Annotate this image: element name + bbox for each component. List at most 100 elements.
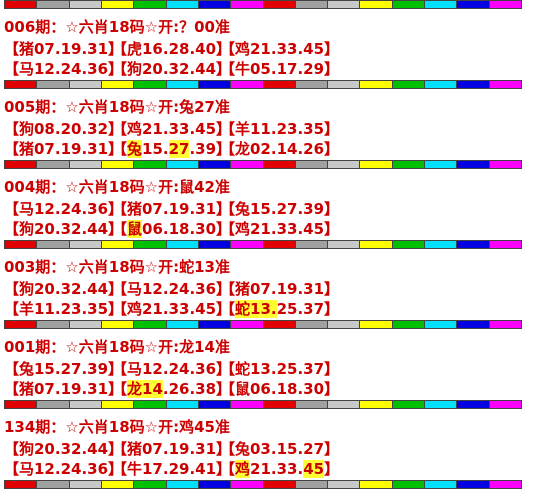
stripe-segment xyxy=(198,481,232,488)
stripe-segment xyxy=(328,241,361,248)
zodiac-group: 【蛇13.25.37】 xyxy=(220,299,339,319)
group-text: 【猪07.19.31】 xyxy=(4,380,124,398)
winning-highlight: 鸡 xyxy=(235,460,251,478)
group-text: 25.37】 xyxy=(276,300,340,318)
stripe-segment xyxy=(198,161,232,168)
group-text: 【鸡21.33.45】 xyxy=(112,120,232,138)
stripe-segment xyxy=(457,161,490,168)
zodiac-group: 【马12.24.36】 xyxy=(4,459,123,479)
stripe-segment xyxy=(5,1,38,8)
winning-highlight: 龙14 xyxy=(127,380,163,398)
zodiac-row: 【兔15.27.39】 【马12.24.36】 【蛇13.25.37】 xyxy=(4,359,339,379)
stripe-segment xyxy=(134,481,167,488)
issue-record: 003期：☆六肖18码☆开:蛇13准 【狗20.32.44】 【马12.24.36】… xyxy=(4,249,522,320)
color-stripe-divider xyxy=(4,80,522,89)
stripe-segment xyxy=(231,161,264,168)
stripe-segment xyxy=(231,1,264,8)
stripe-segment xyxy=(457,321,490,328)
stripe-segment xyxy=(489,81,521,88)
stripe-segment xyxy=(198,401,232,408)
stripe-segment xyxy=(166,321,199,328)
group-text: .26.38】 xyxy=(162,380,232,398)
stripe-segment xyxy=(263,161,296,168)
issue-title: 005期：☆六肖18码☆开:兔27准 xyxy=(4,98,230,116)
stripe-segment xyxy=(101,161,135,168)
stripe-segment xyxy=(425,161,458,168)
stripe-segment xyxy=(37,161,70,168)
zodiac-row: 【猪07.19.31】 【兔15.27.39】 【龙02.14.26】 xyxy=(4,139,339,159)
group-text: 15. xyxy=(142,140,169,158)
group-text: 【鼠06.18.30】 xyxy=(220,380,340,398)
winning-highlight: 45 xyxy=(303,460,325,478)
stripe-segment xyxy=(69,241,102,248)
issue-title: 001期：☆六肖18码☆开:龙14准 xyxy=(4,338,230,356)
group-text: 【狗20.32.44】 xyxy=(4,440,124,458)
group-text: 【马12.24.36】 xyxy=(112,280,232,298)
stripe-segment xyxy=(295,321,329,328)
stripe-segment xyxy=(295,1,329,8)
zodiac-group: 【羊11.23.35】 xyxy=(220,119,339,139)
zodiac-group: 【猪07.19.31】 xyxy=(112,199,231,219)
zodiac-group: 【羊11.23.35】 xyxy=(4,299,123,319)
stripe-segment xyxy=(295,161,329,168)
stripe-segment xyxy=(231,481,264,488)
stripe-segment xyxy=(101,481,135,488)
zodiac-row: 【狗20.32.44】 【马12.24.36】 【猪07.19.31】 xyxy=(4,279,339,299)
stripe-segment xyxy=(328,481,361,488)
winning-highlight: 蛇13. xyxy=(235,300,277,318)
stripe-segment xyxy=(392,161,426,168)
zodiac-row: 【猪07.19.31】 【龙14.26.38】 【鼠06.18.30】 xyxy=(4,379,339,399)
stripe-segment xyxy=(198,321,232,328)
stripe-segment xyxy=(295,481,329,488)
color-stripe-divider xyxy=(4,240,522,249)
issue-record: 134期：☆六肖18码☆开:鸡45准 【狗20.32.44】 【猪07.19.31】… xyxy=(4,409,522,480)
stripe-segment xyxy=(328,161,361,168)
stripe-segment xyxy=(425,401,458,408)
stripe-segment xyxy=(360,481,393,488)
group-text: 【狗20.32.44】 xyxy=(4,220,124,238)
prediction-board: 006期：☆六肖18码☆开:？00准 【猪07.19.31】 【虎16.28.40】… xyxy=(4,0,522,489)
stripe-segment xyxy=(37,481,70,488)
stripe-segment xyxy=(231,321,264,328)
stripe-segment xyxy=(295,401,329,408)
group-text: 【羊11.23.35】 xyxy=(4,300,124,318)
zodiac-group: 【鸡21.33.45】 xyxy=(112,299,231,319)
stripe-segment xyxy=(489,1,521,8)
stripe-segment xyxy=(69,81,102,88)
stripe-segment xyxy=(457,241,490,248)
stripe-segment xyxy=(5,401,38,408)
zodiac-row: 【狗08.20.32】 【鸡21.33.45】 【羊11.23.35】 xyxy=(4,119,339,139)
stripe-segment xyxy=(69,401,102,408)
stripe-segment xyxy=(134,1,167,8)
stripe-segment xyxy=(328,401,361,408)
stripe-segment xyxy=(489,321,521,328)
zodiac-row: 【狗20.32.44】 【猪07.19.31】 【兔03.15.27】 xyxy=(4,439,339,459)
issue-title: 004期：☆六肖18码☆开:鼠42准 xyxy=(4,178,230,196)
zodiac-row: 【狗20.32.44】 【鼠06.18.30】 【鸡21.33.45】 xyxy=(4,219,339,239)
stripe-segment xyxy=(69,321,102,328)
group-text: 【鸡21.33.45】 xyxy=(112,300,232,318)
stripe-segment xyxy=(328,81,361,88)
zodiac-group: 【马12.24.36】 xyxy=(112,359,231,379)
issue-record: 004期：☆六肖18码☆开:鼠42准 【马12.24.36】 【猪07.19.31】… xyxy=(4,169,522,240)
stripe-segment xyxy=(37,1,70,8)
stripe-segment xyxy=(101,241,135,248)
zodiac-group: 【猪07.19.31】 xyxy=(112,439,231,459)
stripe-segment xyxy=(231,241,264,248)
stripe-segment xyxy=(425,81,458,88)
zodiac-group: 【猪07.19.31】 xyxy=(4,39,123,59)
group-text: 【猪07.19.31】 xyxy=(112,440,232,458)
stripe-segment xyxy=(457,1,490,8)
stripe-segment xyxy=(360,161,393,168)
stripe-segment xyxy=(231,401,264,408)
group-text: 【蛇13.25.37】 xyxy=(220,360,340,378)
group-text: 【兔15.27.39】 xyxy=(4,360,124,378)
zodiac-group: 【狗20.32.44】 xyxy=(4,439,123,459)
stripe-segment xyxy=(101,81,135,88)
zodiac-group: 【兔03.15.27】 xyxy=(220,439,339,459)
stripe-segment xyxy=(134,321,167,328)
issue-title: 006期：☆六肖18码☆开:？00准 xyxy=(4,18,230,36)
issue-record: 006期：☆六肖18码☆开:？00准 【猪07.19.31】 【虎16.28.40】… xyxy=(4,9,522,80)
group-text: 【兔15.27.39】 xyxy=(220,200,340,218)
stripe-segment xyxy=(263,401,296,408)
